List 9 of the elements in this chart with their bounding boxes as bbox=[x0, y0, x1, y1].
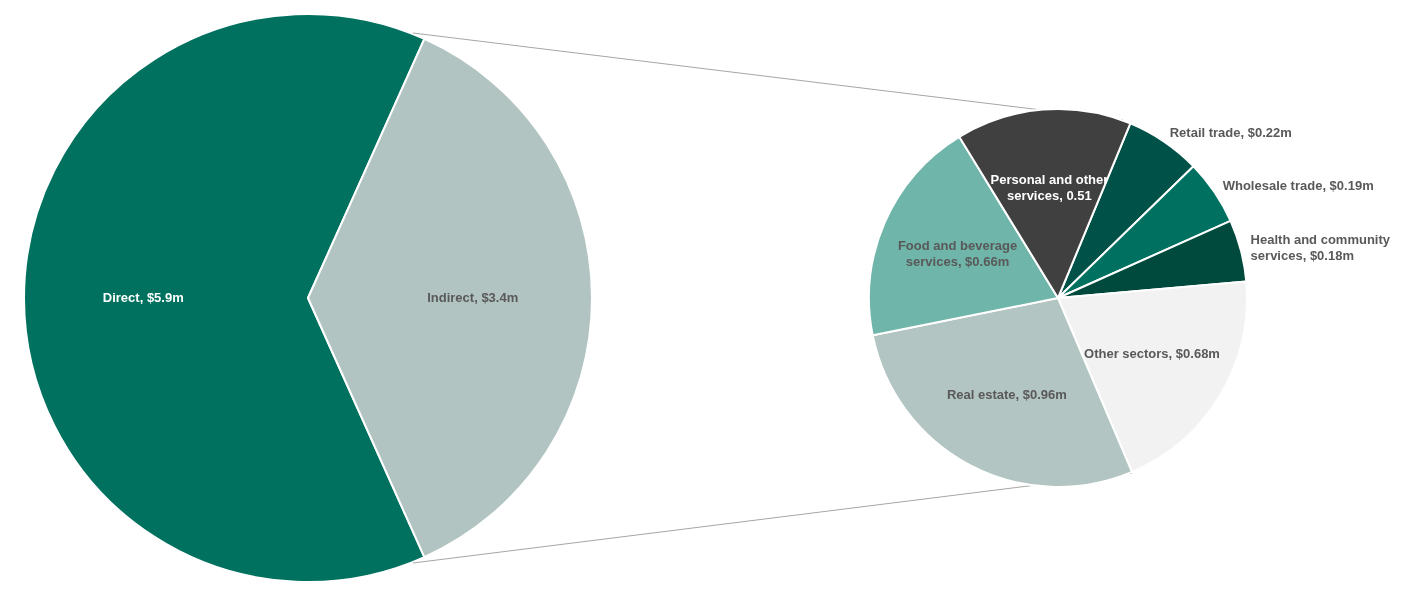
slice-label: Retail trade, $0.22m bbox=[1169, 124, 1292, 140]
slice-label: Food and beverage services, $0.66m bbox=[897, 237, 1018, 269]
slice-label: Direct, $5.9m bbox=[102, 289, 184, 305]
slice-label: Health and community services, $0.18m bbox=[1250, 231, 1391, 263]
slice-label: Indirect, $3.4m bbox=[427, 289, 519, 305]
slice-label: Wholesale trade, $0.19m bbox=[1222, 177, 1374, 193]
slice-label: Real estate, $0.96m bbox=[946, 386, 1067, 402]
slice-label: Other sectors, $0.68m bbox=[1084, 345, 1220, 361]
slice-label: Personal and other services, 0.51 bbox=[990, 172, 1109, 204]
